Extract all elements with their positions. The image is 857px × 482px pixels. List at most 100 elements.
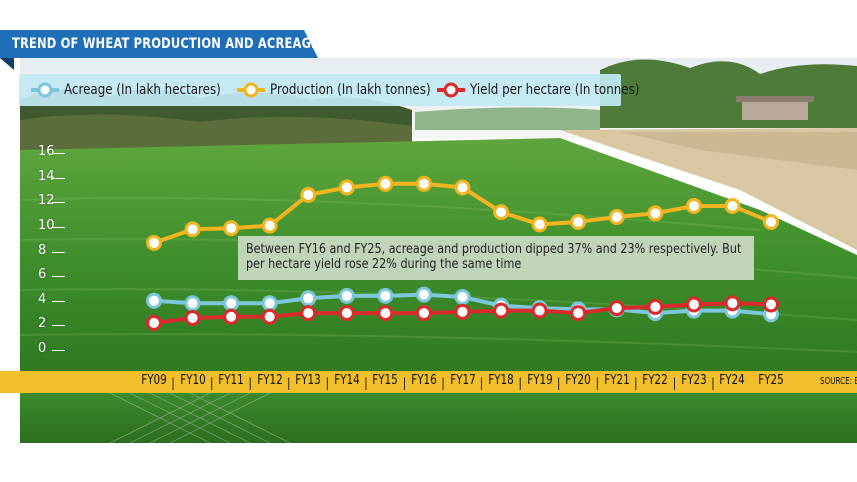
data-point-yield <box>338 305 355 322</box>
data-point-acreage <box>338 287 355 304</box>
title-tab <box>0 30 318 58</box>
x-tick-label: FY09 <box>141 373 167 388</box>
annotation-text: Between FY16 and FY25, acreage and produ… <box>246 242 742 272</box>
x-separator: | <box>595 376 600 390</box>
data-point-yield <box>493 302 510 319</box>
data-point-production <box>493 204 510 221</box>
x-tick-label: FY20 <box>565 373 591 388</box>
x-tick-label: FY10 <box>179 373 206 388</box>
data-point-yield <box>454 303 471 320</box>
data-point-yield <box>531 302 548 319</box>
x-separator: | <box>634 376 638 390</box>
data-point-production <box>300 186 317 203</box>
y-tick-label: 4 <box>38 291 47 307</box>
source-label: SOURCE: B <box>820 376 857 387</box>
x-separator: | <box>556 376 561 390</box>
data-point-production <box>531 216 548 233</box>
x-tick-label: FY17 <box>449 373 476 388</box>
data-point-production <box>763 213 779 230</box>
data-point-production <box>377 175 394 192</box>
legend-item-production: Production (In lakh tonnes) <box>236 77 459 103</box>
y-tick-mark <box>52 276 65 278</box>
x-separator: | <box>171 376 175 390</box>
data-point-production <box>415 175 432 192</box>
data-point-yield <box>223 308 240 325</box>
x-separator: | <box>479 376 484 390</box>
y-tick-mark <box>52 202 65 204</box>
x-tick-label: FY15 <box>372 373 399 388</box>
y-tick-mark <box>52 251 65 253</box>
y-tick-label: 10 <box>38 217 55 233</box>
x-tick-label: FY18 <box>488 373 514 388</box>
x-separator: | <box>248 376 253 390</box>
data-point-acreage <box>261 295 278 312</box>
x-tick-label: FY13 <box>295 373 322 388</box>
x-tick-label: FY25 <box>758 373 784 388</box>
data-point-yield <box>647 298 664 315</box>
data-point-acreage <box>146 292 162 309</box>
y-tick-mark <box>52 350 65 351</box>
data-point-production <box>647 205 664 222</box>
data-point-acreage <box>300 290 317 307</box>
legend <box>19 74 621 106</box>
x-tick-label: FY14 <box>334 373 360 388</box>
data-point-yield <box>763 296 779 313</box>
x-tick-label: FY22 <box>642 373 669 388</box>
y-tick-label: 14 <box>38 168 55 184</box>
data-point-production <box>608 209 625 226</box>
x-tick-label: FY11 <box>218 373 244 388</box>
x-separator: | <box>711 376 715 390</box>
x-separator: | <box>672 376 677 390</box>
x-tick-label: FY16 <box>411 373 437 388</box>
data-point-production <box>184 221 201 238</box>
y-tick-label: 12 <box>38 193 55 209</box>
data-point-acreage <box>377 287 394 304</box>
x-axis-band <box>0 371 857 393</box>
y-tick-label: 0 <box>38 341 47 356</box>
x-separator: | <box>518 376 522 390</box>
chart-title: TREND OF WHEAT PRODUCTION AND ACREAGE <box>12 36 320 52</box>
legend-label: Yield per hectare (In tonnes) <box>470 82 640 98</box>
data-point-acreage <box>454 289 471 306</box>
data-point-production <box>261 217 278 234</box>
x-separator: | <box>325 376 330 390</box>
y-tick-mark <box>52 177 65 179</box>
data-point-production <box>685 197 702 214</box>
data-point-acreage <box>184 295 201 312</box>
data-point-acreage <box>223 295 240 312</box>
data-point-production <box>223 220 240 237</box>
data-point-acreage <box>415 286 432 303</box>
data-point-production <box>570 213 587 230</box>
data-point-yield <box>685 296 702 313</box>
x-tick-label: FY23 <box>681 373 707 388</box>
y-tick-label: 6 <box>38 267 47 283</box>
y-tick-mark <box>52 226 65 228</box>
x-tick-label: FY12 <box>256 373 283 388</box>
data-point-production <box>338 179 355 196</box>
legend-marker-icon <box>237 82 265 98</box>
data-point-production <box>724 197 741 214</box>
data-point-yield <box>146 314 162 331</box>
x-separator: | <box>402 376 407 390</box>
x-tick-label: FY21 <box>603 373 630 388</box>
x-tick-label: FY24 <box>719 373 746 388</box>
data-point-yield <box>415 305 432 322</box>
legend-item-acreage: Acreage (In lakh hectares) <box>30 77 249 103</box>
y-tick-label: 8 <box>38 242 47 258</box>
y-tick-mark <box>52 300 65 302</box>
y-tick-label: 16 <box>38 144 55 159</box>
data-point-production <box>454 179 471 196</box>
legend-item-yield: Yield per hectare (In tonnes) <box>436 77 669 103</box>
y-tick-mark <box>52 153 65 154</box>
y-tick-mark <box>52 325 65 327</box>
legend-label: Production (In lakh tonnes) <box>270 82 431 98</box>
data-point-yield <box>724 295 741 312</box>
data-point-yield <box>377 305 394 322</box>
data-point-yield <box>608 300 625 317</box>
data-point-yield <box>300 305 317 322</box>
y-tick-label: 2 <box>38 316 47 332</box>
legend-marker-icon <box>437 82 465 98</box>
data-point-yield <box>261 308 278 325</box>
x-separator: | <box>286 376 291 390</box>
legend-marker-icon <box>31 82 59 98</box>
